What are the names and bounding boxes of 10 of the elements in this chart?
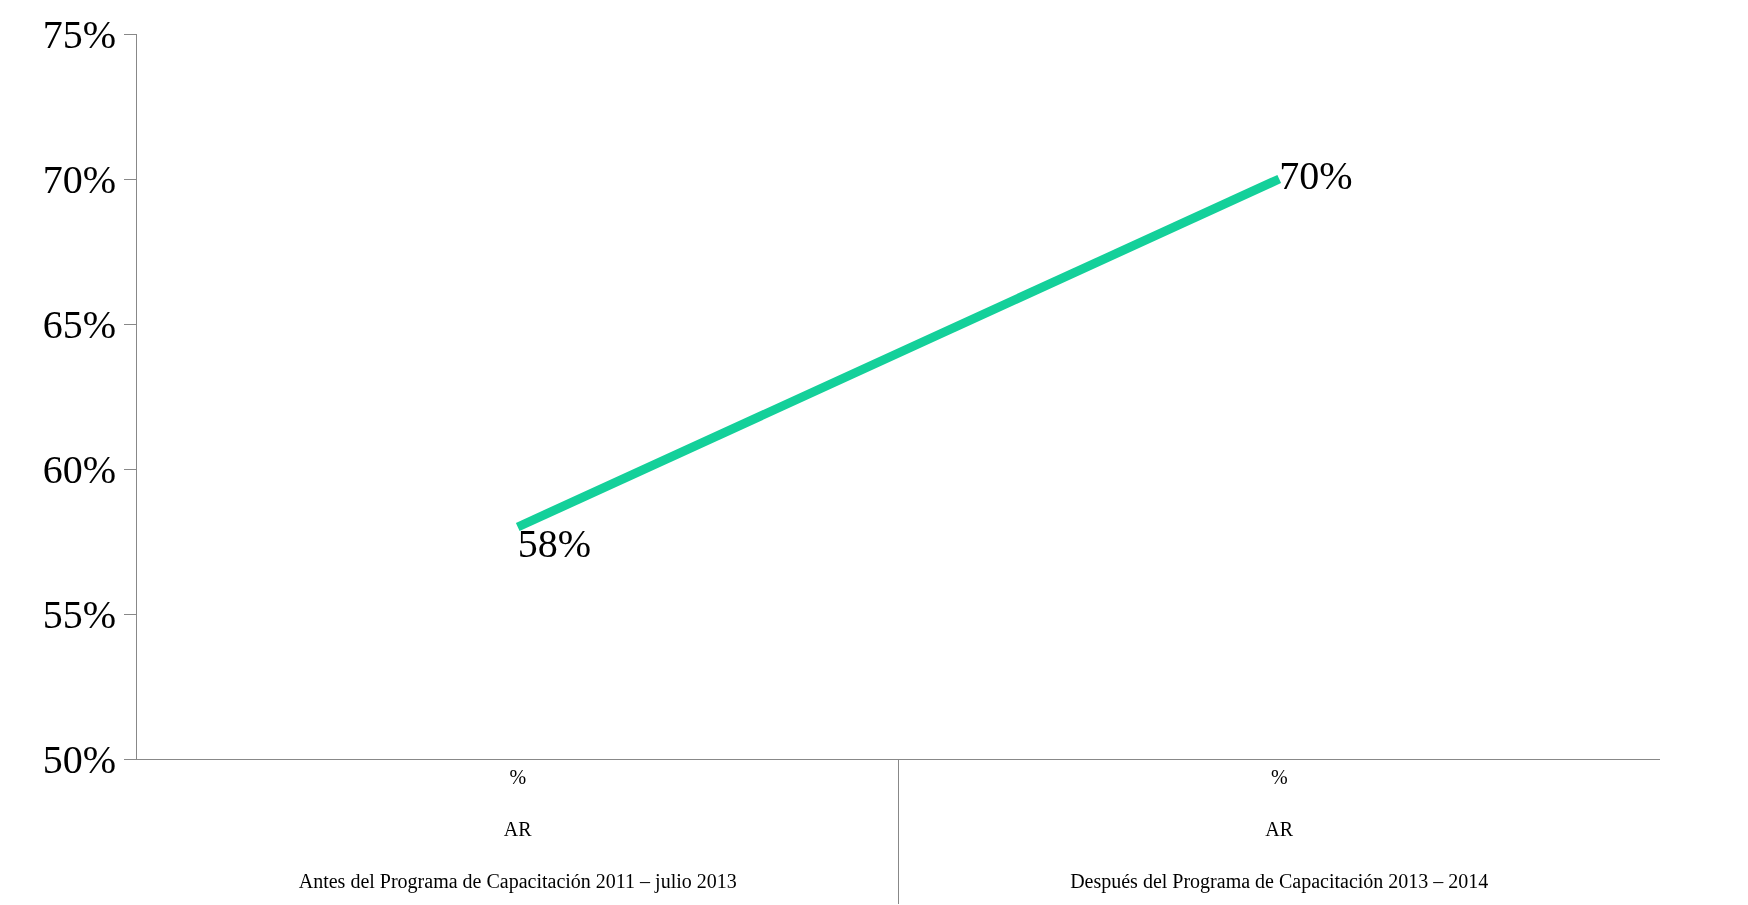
y-tick-label: 65% — [42, 302, 116, 347]
y-tick-label: 75% — [42, 12, 116, 57]
category-label: % AR Antes del Programa de Capacitación 2011 – julio 2013 — [298, 766, 737, 892]
data-label: 58% — [517, 521, 592, 566]
y-tick-label: 60% — [42, 447, 116, 492]
y-tick-label: 70% — [42, 157, 116, 202]
data-label: 70% — [1279, 153, 1353, 198]
y-tick-label: 55% — [42, 592, 116, 637]
category-label: % AR Después del Programa de Capacitación 2013 – 2014 — [1070, 766, 1489, 892]
y-tick-label: 50% — [42, 737, 116, 782]
